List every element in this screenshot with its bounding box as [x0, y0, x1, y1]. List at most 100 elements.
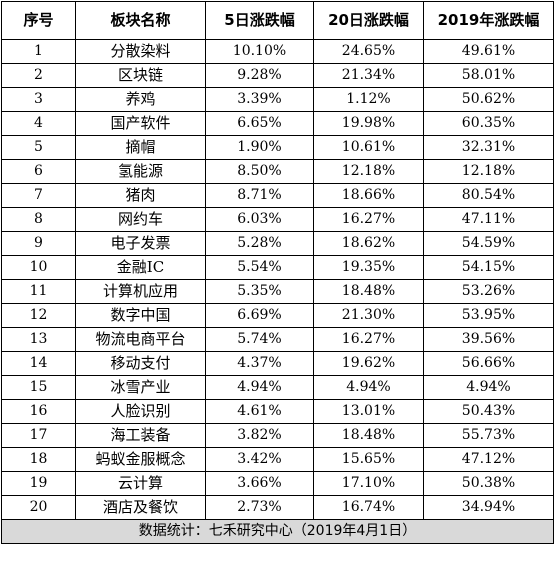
- sector-name-cell: 养鸡: [75, 87, 206, 112]
- header-index: 序号: [1, 1, 76, 40]
- table-row: 2 区块链 9.28% 21.34% 58.01%: [1, 63, 554, 88]
- change-20day-cell: 17.10%: [313, 471, 424, 496]
- table-row: 1 分散染料 10.10% 24.65% 49.61%: [1, 39, 554, 64]
- table-row: 20 酒店及餐饮 2.73% 16.74% 34.94%: [1, 495, 554, 520]
- sector-name-cell: 区块链: [75, 63, 206, 88]
- row-index-cell: 13: [1, 327, 76, 352]
- row-index-cell: 19: [1, 471, 76, 496]
- change-2019-cell: 47.11%: [423, 207, 554, 232]
- sector-name-cell: 数字中国: [75, 303, 206, 328]
- change-2019-cell: 80.54%: [423, 183, 554, 208]
- sector-name-cell: 电子发票: [75, 231, 206, 256]
- change-5day-cell: 2.73%: [205, 495, 314, 520]
- change-20day-cell: 13.01%: [313, 399, 424, 424]
- change-2019-cell: 54.59%: [423, 231, 554, 256]
- table-row: 6 氢能源 8.50% 12.18% 12.18%: [1, 159, 554, 184]
- footer-row: 数据统计：七禾研究中心（2019年4月1日）: [1, 519, 554, 544]
- change-20day-cell: 16.74%: [313, 495, 424, 520]
- table-row: 18 蚂蚁金服概念 3.42% 15.65% 47.12%: [1, 447, 554, 472]
- change-20day-cell: 1.12%: [313, 87, 424, 112]
- table-body: 1 分散染料 10.10% 24.65% 49.61% 2 区块链 9.28% 21.34% 58…: [1, 39, 554, 520]
- sector-name-cell: 海工装备: [75, 423, 206, 448]
- table-row: 14 移动支付 4.37% 19.62% 56.66%: [1, 351, 554, 376]
- sector-name-cell: 国产软件: [75, 111, 206, 136]
- source-note: 数据统计：七禾研究中心（2019年4月1日）: [1, 519, 554, 544]
- table-row: 9 电子发票 5.28% 18.62% 54.59%: [1, 231, 554, 256]
- table-row: 10 金融IC 5.54% 19.35% 54.15%: [1, 255, 554, 280]
- change-20day-cell: 16.27%: [313, 207, 424, 232]
- change-2019-cell: 50.62%: [423, 87, 554, 112]
- change-5day-cell: 6.65%: [205, 111, 314, 136]
- change-2019-cell: 58.01%: [423, 63, 554, 88]
- sector-name-cell: 网约车: [75, 207, 206, 232]
- header-row: 序号 板块名称 5日涨跌幅 20日涨跌幅 2019年涨跌幅: [1, 1, 554, 40]
- change-2019-cell: 34.94%: [423, 495, 554, 520]
- sector-name-cell: 酒店及餐饮: [75, 495, 206, 520]
- change-20day-cell: 18.48%: [313, 279, 424, 304]
- header-5day-change: 5日涨跌幅: [205, 1, 314, 40]
- change-5day-cell: 4.37%: [205, 351, 314, 376]
- sector-name-cell: 金融IC: [75, 255, 206, 280]
- change-5day-cell: 5.28%: [205, 231, 314, 256]
- change-5day-cell: 3.82%: [205, 423, 314, 448]
- change-2019-cell: 60.35%: [423, 111, 554, 136]
- sector-name-cell: 计算机应用: [75, 279, 206, 304]
- header-sector-name: 板块名称: [75, 1, 206, 40]
- sector-name-cell: 移动支付: [75, 351, 206, 376]
- change-20day-cell: 16.27%: [313, 327, 424, 352]
- sector-name-cell: 蚂蚁金服概念: [75, 447, 206, 472]
- header-2019-change: 2019年涨跌幅: [423, 1, 554, 40]
- change-5day-cell: 5.35%: [205, 279, 314, 304]
- sector-name-cell: 摘帽: [75, 135, 206, 160]
- sector-name-cell: 物流电商平台: [75, 327, 206, 352]
- change-2019-cell: 50.43%: [423, 399, 554, 424]
- row-index-cell: 11: [1, 279, 76, 304]
- change-20day-cell: 18.66%: [313, 183, 424, 208]
- change-2019-cell: 4.94%: [423, 375, 554, 400]
- sector-name-cell: 云计算: [75, 471, 206, 496]
- change-2019-cell: 53.95%: [423, 303, 554, 328]
- change-2019-cell: 56.66%: [423, 351, 554, 376]
- sector-name-cell: 冰雪产业: [75, 375, 206, 400]
- change-20day-cell: 10.61%: [313, 135, 424, 160]
- table-row: 8 网约车 6.03% 16.27% 47.11%: [1, 207, 554, 232]
- table-row: 15 冰雪产业 4.94% 4.94% 4.94%: [1, 375, 554, 400]
- table-row: 11 计算机应用 5.35% 18.48% 53.26%: [1, 279, 554, 304]
- change-2019-cell: 50.38%: [423, 471, 554, 496]
- sector-name-cell: 人脸识别: [75, 399, 206, 424]
- change-2019-cell: 54.15%: [423, 255, 554, 280]
- row-index-cell: 5: [1, 135, 76, 160]
- change-5day-cell: 9.28%: [205, 63, 314, 88]
- change-20day-cell: 24.65%: [313, 39, 424, 64]
- row-index-cell: 6: [1, 159, 76, 184]
- row-index-cell: 14: [1, 351, 76, 376]
- change-5day-cell: 5.74%: [205, 327, 314, 352]
- change-20day-cell: 21.34%: [313, 63, 424, 88]
- change-5day-cell: 10.10%: [205, 39, 314, 64]
- change-5day-cell: 1.90%: [205, 135, 314, 160]
- change-2019-cell: 32.31%: [423, 135, 554, 160]
- change-5day-cell: 5.54%: [205, 255, 314, 280]
- row-index-cell: 17: [1, 423, 76, 448]
- change-5day-cell: 3.42%: [205, 447, 314, 472]
- change-5day-cell: 8.50%: [205, 159, 314, 184]
- row-index-cell: 3: [1, 87, 76, 112]
- table-row: 16 人脸识别 4.61% 13.01% 50.43%: [1, 399, 554, 424]
- change-20day-cell: 19.35%: [313, 255, 424, 280]
- row-index-cell: 12: [1, 303, 76, 328]
- change-20day-cell: 12.18%: [313, 159, 424, 184]
- table-row: 5 摘帽 1.90% 10.61% 32.31%: [1, 135, 554, 160]
- row-index-cell: 1: [1, 39, 76, 64]
- change-5day-cell: 3.39%: [205, 87, 314, 112]
- change-2019-cell: 53.26%: [423, 279, 554, 304]
- change-20day-cell: 18.48%: [313, 423, 424, 448]
- change-5day-cell: 4.61%: [205, 399, 314, 424]
- row-index-cell: 4: [1, 111, 76, 136]
- table-row: 19 云计算 3.66% 17.10% 50.38%: [1, 471, 554, 496]
- change-20day-cell: 18.62%: [313, 231, 424, 256]
- row-index-cell: 20: [1, 495, 76, 520]
- change-5day-cell: 8.71%: [205, 183, 314, 208]
- table-row: 7 猪肉 8.71% 18.66% 80.54%: [1, 183, 554, 208]
- row-index-cell: 7: [1, 183, 76, 208]
- change-5day-cell: 4.94%: [205, 375, 314, 400]
